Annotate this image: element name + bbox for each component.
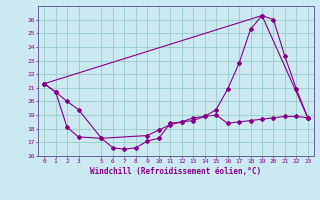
X-axis label: Windchill (Refroidissement éolien,°C): Windchill (Refroidissement éolien,°C) <box>91 167 261 176</box>
